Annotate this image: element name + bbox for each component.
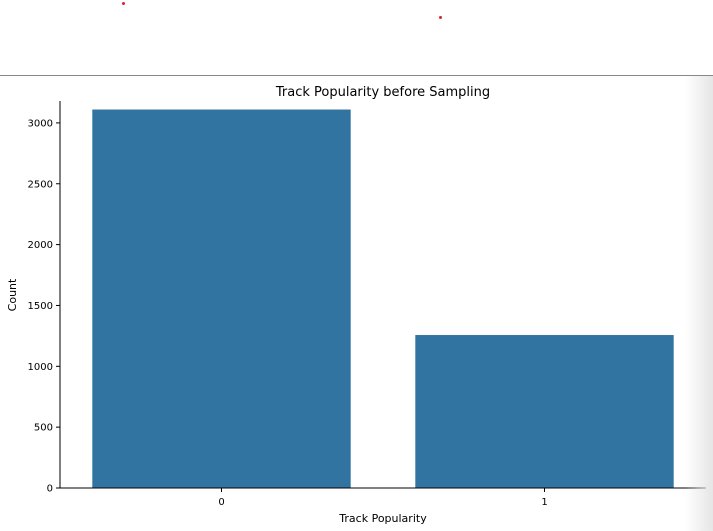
bars-layer	[92, 109, 674, 489]
marker-dot-right	[439, 16, 442, 19]
marker-dot-left	[122, 2, 125, 5]
x-axis-label: Track Popularity	[338, 512, 427, 525]
y-tick-label: 1500	[28, 301, 53, 312]
x-tick-label: 0	[218, 497, 224, 508]
y-tick-label: 2500	[28, 179, 53, 190]
y-tick-label: 2000	[28, 240, 53, 251]
cell-divider	[0, 75, 713, 76]
y-axis-label: Count	[6, 278, 19, 311]
chart-title: Track Popularity before Sampling	[275, 85, 490, 100]
output-header-area	[0, 0, 713, 75]
bar-0	[92, 109, 351, 489]
bar-1	[415, 335, 674, 488]
y-tick-label: 0	[47, 484, 53, 495]
x-tick-label: 1	[541, 497, 547, 508]
y-tick-label: 1000	[28, 362, 53, 373]
y-tick-label: 3000	[28, 118, 53, 129]
y-axis-ticks: 0 500 1000 1500 2000 2500 3000	[28, 118, 60, 495]
right-edge-shadow	[685, 76, 713, 531]
y-tick-label: 500	[34, 423, 53, 434]
